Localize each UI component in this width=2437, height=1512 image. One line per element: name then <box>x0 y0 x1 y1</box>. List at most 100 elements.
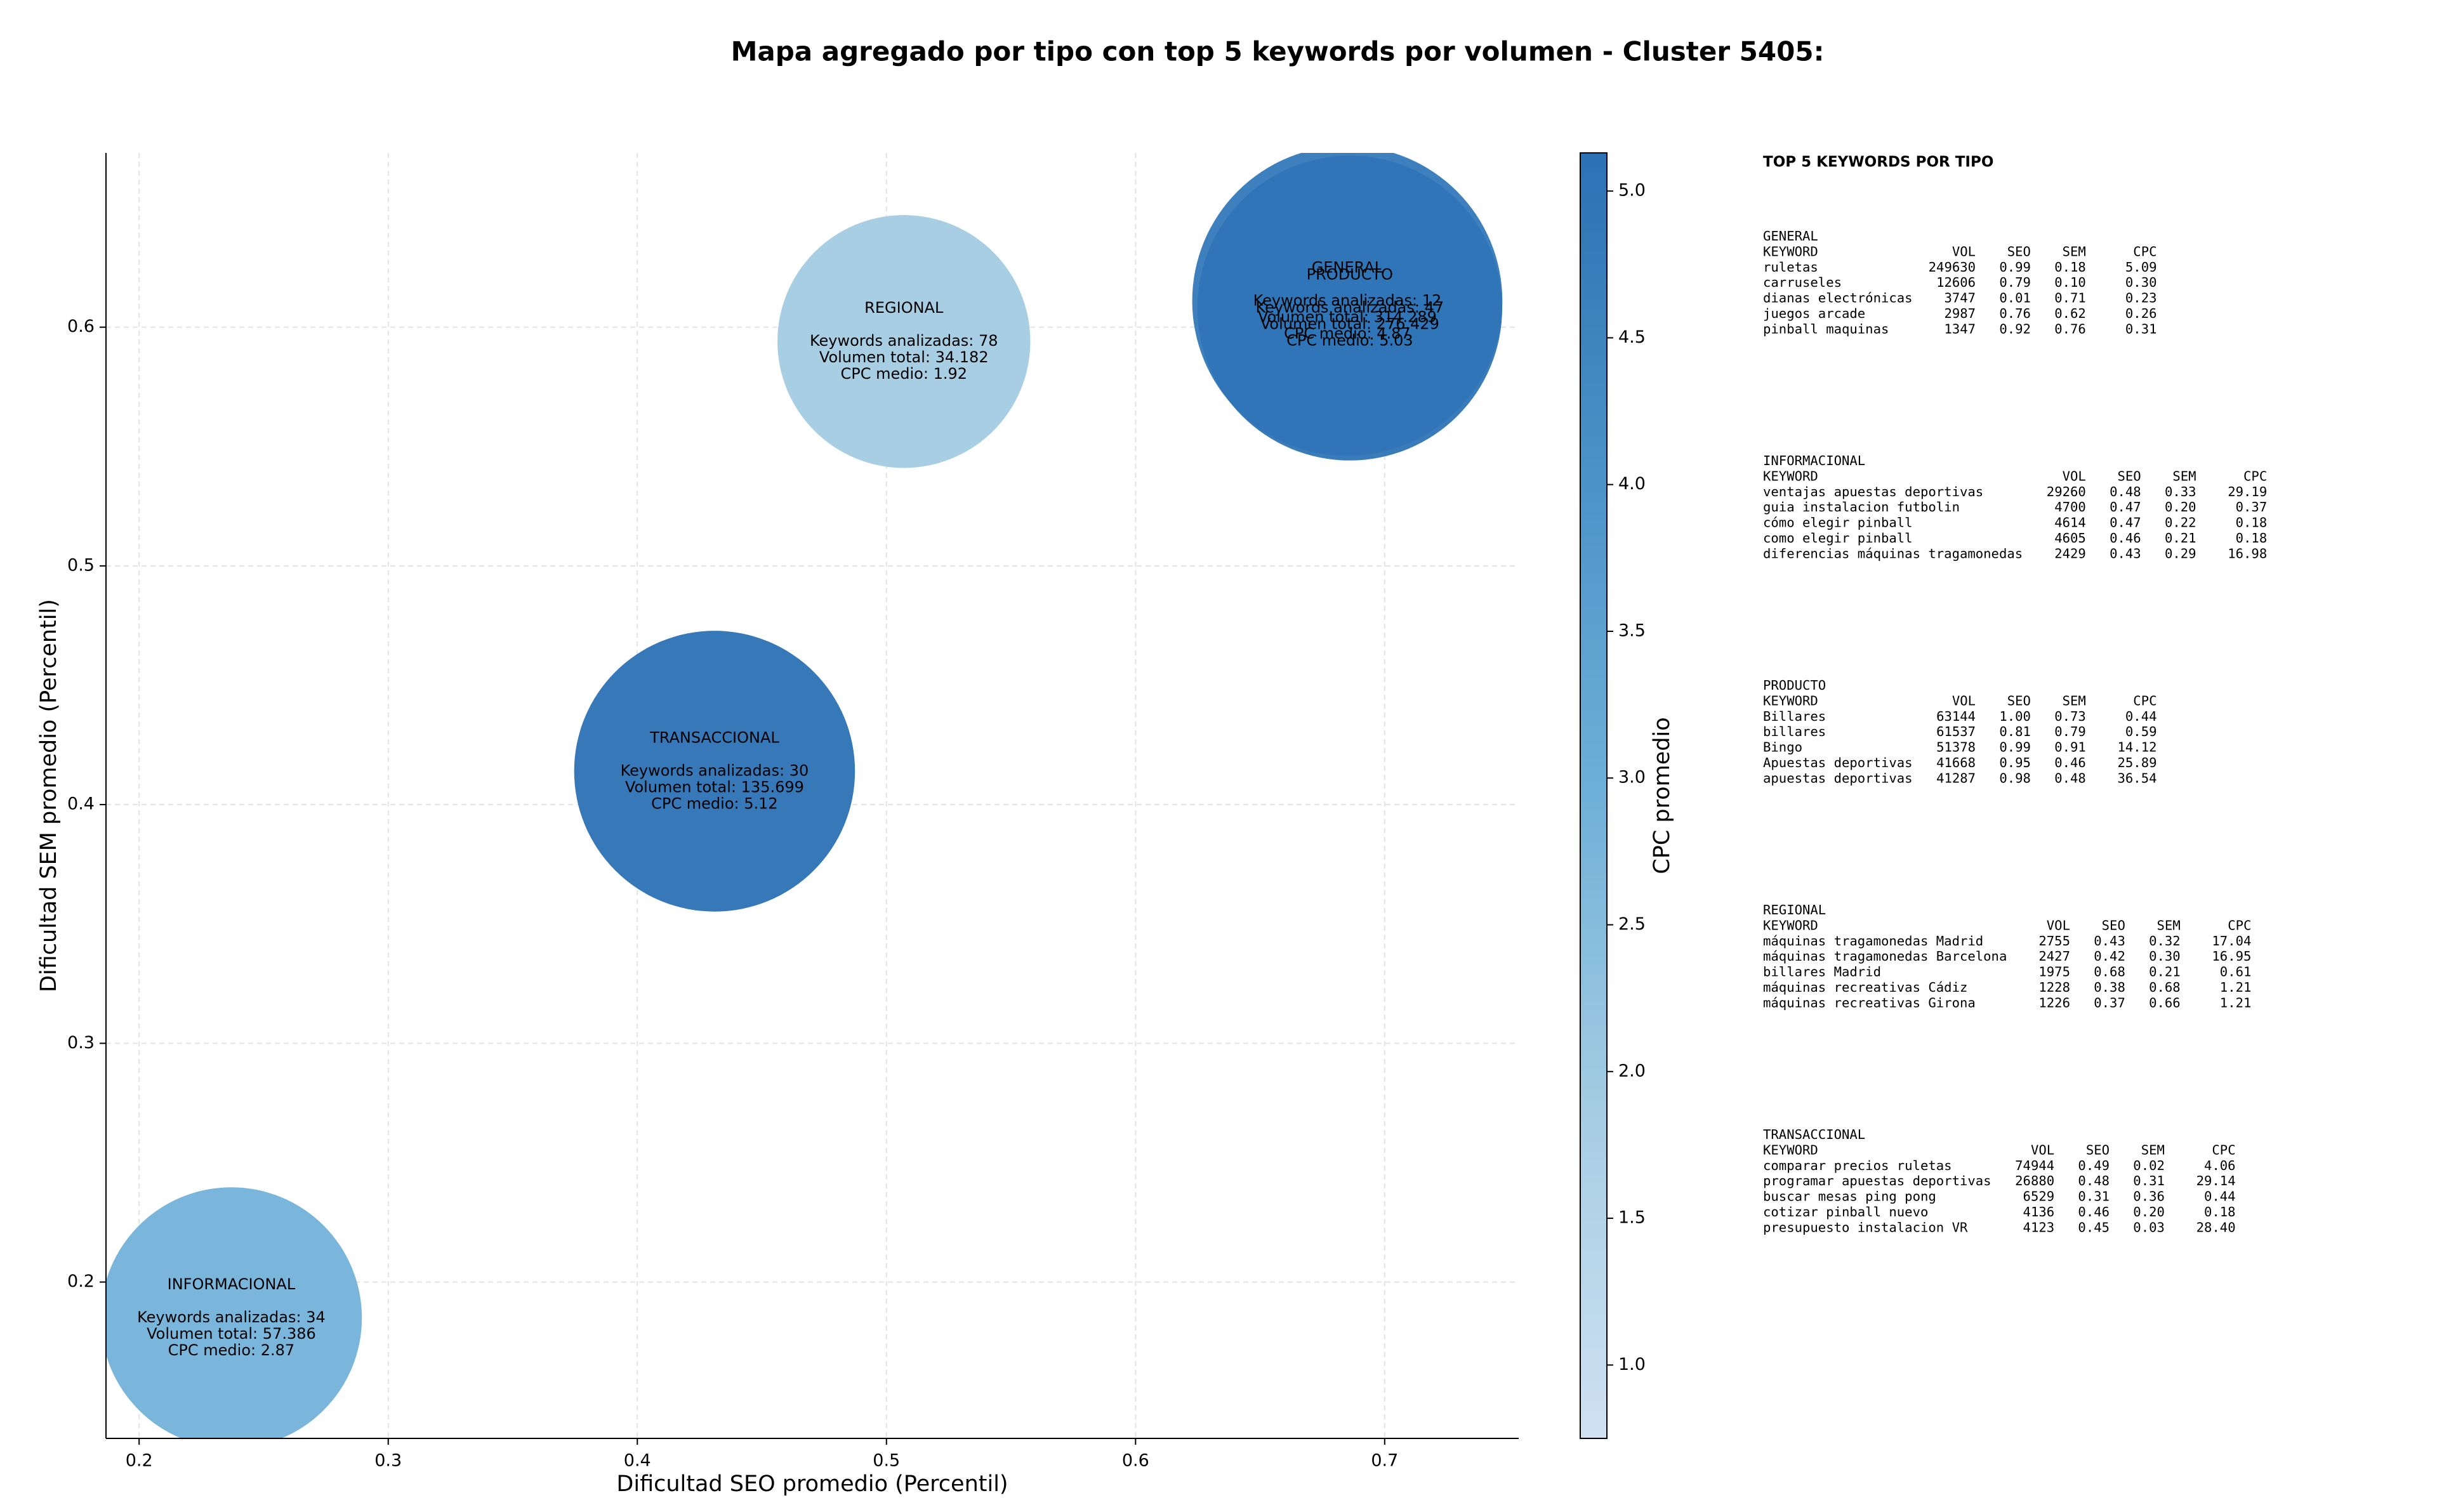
colorbar-label: CPC promedio <box>1649 717 1675 874</box>
table-cell: 0.76 <box>2054 321 2086 336</box>
table-cell: 0.31 <box>2125 321 2157 336</box>
table-cell: como elegir pinball <box>1763 530 1913 546</box>
bubble-name: PRODUCTO <box>1307 266 1393 284</box>
chart-title: Mapa agregado por tipo con top 5 keyword… <box>731 36 1825 67</box>
bubble-name: REGIONAL <box>864 299 944 317</box>
table-cell: 4136 <box>2023 1204 2055 1219</box>
bubble-text: Volumen total: 57.386 <box>147 1325 316 1343</box>
table-cell: 0.26 <box>2125 306 2157 321</box>
bubble-text-prefix: CPC medio: <box>840 365 928 383</box>
table-header: SEO <box>2007 693 2031 708</box>
table-cell: 0.62 <box>2054 306 2086 321</box>
table-cell: guia instalacion futbolin <box>1763 499 1960 515</box>
table-cell: 0.91 <box>2054 740 2086 755</box>
table-cell: 0.33 <box>2165 484 2196 499</box>
table-cell: 0.76 <box>1999 306 2031 321</box>
bubble-text-prefix: Keywords analizadas: <box>810 332 974 350</box>
table-cell: 0.47 <box>2110 499 2141 515</box>
table-cell: cotizar pinball nuevo <box>1763 1204 1928 1219</box>
table-cell: 0.20 <box>2165 499 2196 515</box>
table-cell: 0.43 <box>2094 933 2125 949</box>
x-tick-label: 0.2 <box>126 1451 153 1471</box>
x-tick-label: 0.3 <box>374 1451 402 1471</box>
table-cell: máquinas tragamonedas Barcelona <box>1763 949 2007 964</box>
table-cell: billares Madrid <box>1763 964 1881 980</box>
table-cell: 0.99 <box>1999 260 2031 275</box>
table-header: SEM <box>2157 917 2181 933</box>
bubble-text: CPC medio: 5.12 <box>651 794 778 812</box>
bubble-text-value: 5.03 <box>1379 332 1413 350</box>
table-header: CPC <box>2243 468 2267 483</box>
table-cell: 0.18 <box>2054 260 2086 275</box>
bubble-text-prefix: Keywords analizadas: <box>621 761 784 779</box>
table-cell: Apuestas deportivas <box>1763 755 1913 770</box>
table-cell: 36.54 <box>2118 770 2157 786</box>
table-cell: máquinas recreativas Girona <box>1763 995 1976 1010</box>
bubble-text: CPC medio: 5.03 <box>1286 332 1413 350</box>
colorbar-tick-label: 3.0 <box>1618 768 1646 787</box>
table-cell: 0.37 <box>2236 499 2268 515</box>
table-cell: 0.32 <box>2149 933 2181 949</box>
table-header: VOL <box>1952 693 1976 708</box>
bubble-text: Keywords analizadas: 34 <box>137 1308 326 1326</box>
y-axis-label: Dificultad SEM promedio (Percentil) <box>36 599 62 992</box>
table-header: VOL <box>2031 1142 2054 1157</box>
table-cell: 0.44 <box>2125 709 2157 724</box>
bubble-text-prefix: Volumen total: <box>819 348 930 366</box>
table-cell: 0.01 <box>1999 291 2031 306</box>
bubble <box>106 1187 362 1438</box>
table-cell: 0.20 <box>2133 1204 2165 1219</box>
table-cell: Billares <box>1763 709 1826 724</box>
table-cell: 0.37 <box>2094 995 2125 1010</box>
table-cell: 1.21 <box>2220 995 2252 1010</box>
table-cell: 29260 <box>2047 484 2086 499</box>
bubble-text: CPC medio: 1.92 <box>840 365 967 383</box>
bubble-text-prefix: Volumen total: <box>147 1325 258 1343</box>
table-header: KEYWORD <box>1763 1142 1818 1157</box>
table-cell: 28.40 <box>2196 1219 2236 1235</box>
bubble-name: INFORMACIONAL <box>168 1275 296 1293</box>
table-cell: 0.81 <box>1999 724 2031 739</box>
table-header: VOL <box>2047 917 2070 933</box>
bubble-text-prefix: Volumen total: <box>1260 315 1371 333</box>
table-cell: 0.46 <box>2054 755 2086 770</box>
bubble-text-value: 135.699 <box>741 778 804 796</box>
table-cell: carruseles <box>1763 275 1842 290</box>
y-tick-label: 0.3 <box>67 1033 95 1053</box>
bubble-name: GENERAL <box>1312 258 1384 276</box>
table-cell: 0.46 <box>2078 1204 2110 1219</box>
table-header: CPC <box>2212 1142 2235 1157</box>
table-cell: 1228 <box>2038 980 2070 995</box>
x-tick-label: 0.7 <box>1371 1451 1398 1471</box>
table-cell: apuestas deportivas <box>1763 770 1913 786</box>
table-header: KEYWORD <box>1763 244 1818 259</box>
table-cell: dianas electrónicas <box>1763 291 1913 306</box>
bubble-text-value: 34 <box>306 1308 326 1326</box>
table-cell: 0.29 <box>2165 546 2196 561</box>
bubble-text-prefix: Keywords analizadas: <box>1256 299 1420 317</box>
table-cell: presupuesto instalacion VR <box>1763 1219 1968 1235</box>
table-cell: 0.59 <box>2125 724 2157 739</box>
bubble-text-value: 2.87 <box>261 1341 294 1359</box>
bubble-text-value: 12 <box>1422 291 1442 309</box>
table-cell: 0.31 <box>2078 1189 2110 1204</box>
table-cell: pinball maquinas <box>1763 321 1889 336</box>
bubble-text-prefix: Keywords analizadas: <box>137 1308 301 1326</box>
table-cell: 41287 <box>1936 770 1976 786</box>
table-cell: 74944 <box>2015 1158 2054 1173</box>
table-header: CPC <box>2133 244 2156 259</box>
table-cell: 2987 <box>1944 306 1976 321</box>
table-cell: 0.30 <box>2149 949 2181 964</box>
bubble-text: Volumen total: 276.429 <box>1260 315 1439 333</box>
table-cell: 0.43 <box>2110 546 2141 561</box>
table-cell: 1.00 <box>1999 709 2031 724</box>
y-tick-label: 0.6 <box>67 317 95 336</box>
bubble-text-prefix: CPC medio: <box>651 794 739 812</box>
bubble-text: Volumen total: 314.289 <box>1258 308 1437 325</box>
table-header: VOL <box>2063 468 2086 483</box>
table-cell: 5.09 <box>2125 260 2157 275</box>
bubble-text: Keywords analizadas: 30 <box>621 761 809 779</box>
y-tick-label: 0.5 <box>67 555 95 575</box>
table-header: KEYWORD <box>1763 917 1818 933</box>
